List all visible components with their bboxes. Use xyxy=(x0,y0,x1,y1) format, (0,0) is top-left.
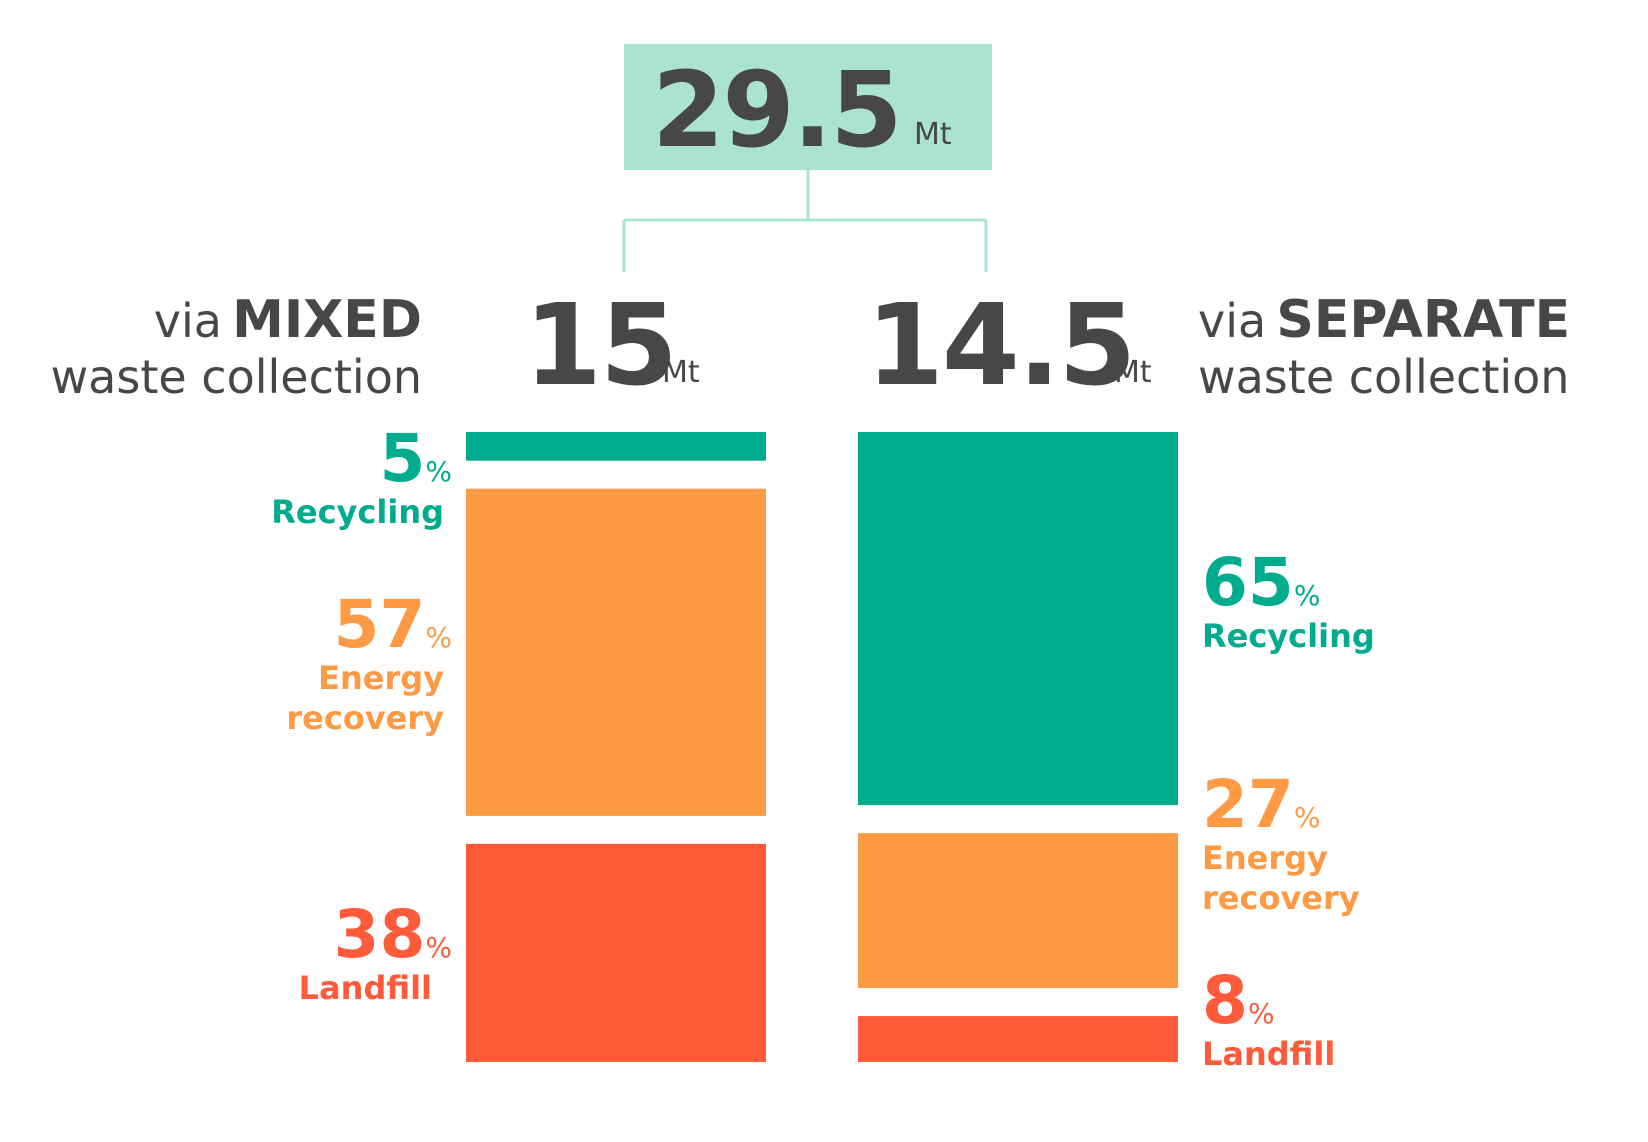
separate-landfill-name: Landfill xyxy=(1202,1035,1336,1073)
separate-energy-value: 27 xyxy=(1202,766,1294,843)
separate-landfill-bar xyxy=(858,1016,1178,1062)
mixed-landfill-value: 38 xyxy=(333,896,426,973)
separate-recycling-name: Recycling xyxy=(1202,617,1375,655)
mixed-landfill-label: 38% Landfill xyxy=(299,902,452,1008)
mixed-energy-label: 57% Energy recovery xyxy=(254,592,452,738)
mixed-recycling-name: Recycling xyxy=(271,493,444,531)
mixed-energy-name: Energy recovery xyxy=(286,659,444,737)
separate-bars xyxy=(858,432,1178,1062)
mixed-bold: MIXED xyxy=(232,290,422,350)
mixed-subtitle: waste collection xyxy=(50,350,422,404)
tree-connector xyxy=(622,170,988,272)
separate-energy-pct: % xyxy=(1293,801,1321,834)
separate-amount: 14.5 xyxy=(866,281,1136,411)
separate-unit: Mt xyxy=(1114,355,1152,390)
mixed-energy-value: 57 xyxy=(333,586,426,663)
separate-recycling-label: 65% Recycling xyxy=(1202,550,1375,656)
mixed-unit: Mt xyxy=(662,355,700,390)
separate-landfill-pct: % xyxy=(1247,997,1275,1030)
separate-energy-name: Energy recovery xyxy=(1202,839,1360,917)
mixed-landfill-name: Landfill xyxy=(298,969,432,1007)
mixed-bars xyxy=(466,432,766,1062)
mixed-recycling-label: 5% Recycling xyxy=(271,426,452,532)
separate-title: via SEPARATE xyxy=(1198,294,1570,346)
separate-energy-recovery-bar xyxy=(858,833,1178,989)
separate-energy-label: 27% Energy recovery xyxy=(1202,772,1392,918)
separate-landfill-label: 8% Landfill xyxy=(1202,968,1335,1074)
mixed-amount: 15 xyxy=(524,281,678,411)
mixed-energy-pct: % xyxy=(425,621,452,654)
total-box: 29.5 Mt xyxy=(624,44,992,170)
mixed-prefix: via xyxy=(153,294,222,348)
separate-subtitle: waste collection xyxy=(1198,350,1570,404)
separate-recycling-bar xyxy=(858,432,1178,806)
mixed-title: via MIXED xyxy=(154,294,422,346)
mixed-energy-recovery-bar xyxy=(466,488,766,816)
separate-prefix: via xyxy=(1198,294,1267,348)
separate-landfill-value: 8 xyxy=(1202,962,1248,1039)
separate-bold: SEPARATE xyxy=(1276,290,1571,350)
mixed-recycling-value: 5 xyxy=(379,420,426,497)
mixed-recycling-pct: % xyxy=(425,455,452,488)
mixed-landfill-pct: % xyxy=(425,931,452,964)
separate-recycling-value: 65 xyxy=(1202,544,1294,621)
mixed-recycling-bar xyxy=(466,432,766,461)
total-value: 29.5 xyxy=(652,49,903,171)
mixed-landfill-bar xyxy=(466,843,766,1062)
total-unit: Mt xyxy=(914,117,952,152)
separate-recycling-pct: % xyxy=(1293,579,1321,612)
